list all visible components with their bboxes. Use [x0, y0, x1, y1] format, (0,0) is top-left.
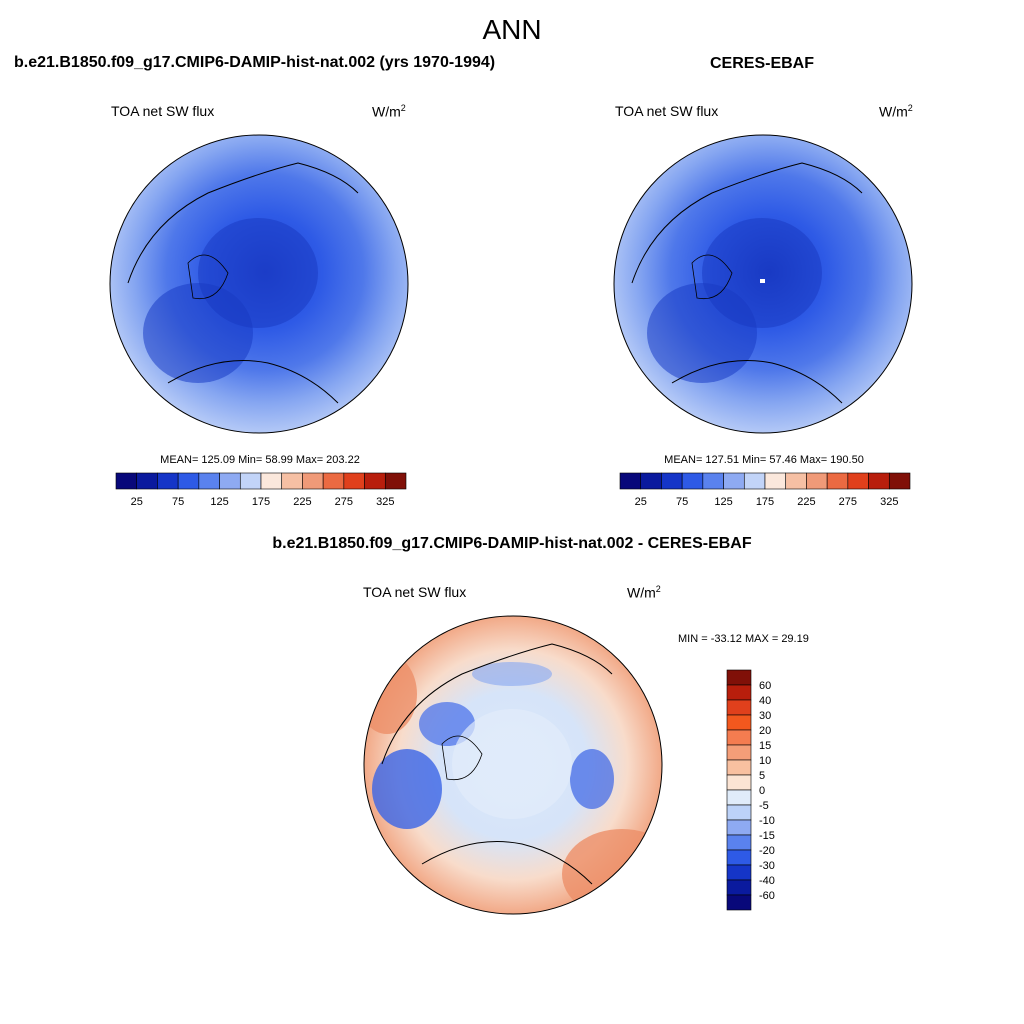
panel-3-colorbar-swatch — [726, 864, 752, 881]
panel-2-colorbar-swatch — [743, 472, 766, 490]
panel-1-colorbar-swatch — [343, 472, 365, 490]
panel-3-colorbar: 60 40 30 20 15 10 5 0 -5 -10 -15 -20 -30 -40 -60 — [726, 669, 775, 911]
panel-1-map — [109, 134, 409, 434]
panel-3-stats: MIN = -33.12 MAX = 29.19 — [678, 633, 809, 645]
panel-2-colorbar-swatch — [702, 472, 724, 490]
panel-3-colorbar-swatch — [726, 699, 752, 716]
panel-2-colorbar-swatch — [868, 472, 890, 490]
panel-3-colorbar-tick-label: 60 — [759, 680, 771, 692]
panel-3-field-label: TOA net SW flux — [363, 584, 467, 600]
panel-1-colorbar-swatch — [302, 472, 324, 490]
panel-3-colorbar-tick-label: -60 — [759, 890, 775, 902]
panel-2-colorbar-swatch — [826, 472, 849, 490]
panel-2-colorbar-tick-label: 125 — [714, 496, 732, 508]
panel-3-colorbar-swatch — [726, 819, 752, 836]
panel-1-colorbar-swatch — [260, 472, 283, 490]
panel-2-colorbar-swatch — [661, 472, 683, 490]
panel-2-stats: MEAN= 127.51 Min= 57.46 Max= 190.50 — [664, 454, 864, 466]
panel-2-colorbar-tick-label: 225 — [797, 496, 815, 508]
panel-2-field-label: TOA net SW flux — [615, 103, 719, 119]
panel-1-colorbar-tick-label: 125 — [210, 496, 228, 508]
panel-1-colorbar-swatch — [219, 472, 241, 490]
panel-1-colorbar-swatch — [364, 472, 386, 490]
panel-3-colorbar-tick-label: 5 — [759, 770, 765, 782]
panel-3-map — [363, 615, 663, 915]
panel-1-colorbar-swatch — [136, 472, 158, 490]
panel-3-colorbar-swatch — [726, 684, 752, 701]
panel-3-colorbar-tick-label: -30 — [759, 860, 775, 872]
panel-3-colorbar-swatch — [726, 669, 752, 686]
panel-1-colorbar-swatch — [239, 472, 262, 490]
panel-1-title: b.e21.B1850.f09_g17.CMIP6-DAMIP-hist-nat… — [14, 54, 496, 71]
panel-3-colorbar-tick-label: -10 — [759, 815, 775, 827]
panel-1-colorbar-swatch — [384, 472, 407, 490]
panel-2-colorbar-swatch — [764, 472, 787, 490]
panel-1-colorbar-tick-label: 175 — [252, 496, 270, 508]
panel-1-colorbar-swatch — [115, 472, 138, 490]
panel-3-colorbar-tick-label: 30 — [759, 710, 771, 722]
panel-1-colorbar-swatch — [198, 472, 220, 490]
panel-3-colorbar-swatch — [726, 894, 752, 911]
panel-1-colorbar-swatch — [281, 472, 303, 490]
panel-1-colorbar-tick-label: 75 — [172, 496, 184, 508]
panel-3-colorbar-tick-label: 40 — [759, 695, 771, 707]
panel-1-colorbar-tick-label: 25 — [131, 496, 143, 508]
panel-3-colorbar-tick-label: -15 — [759, 830, 775, 842]
panel-1-colorbar-tick-label: 325 — [376, 496, 394, 508]
panel-1-field-label: TOA net SW flux — [111, 103, 215, 119]
panel-1-colorbar-swatch — [177, 472, 200, 490]
panel-2-colorbar-swatch — [888, 472, 911, 490]
panel-1-colorbar-tick-label: 225 — [293, 496, 311, 508]
panel-2-colorbar: 2575125175225275325375 — [619, 472, 911, 508]
panel-1-units: W/m2 — [372, 103, 406, 120]
panel-1-colorbar-tick-label: 275 — [335, 496, 353, 508]
panel-3-colorbar-swatch — [726, 804, 752, 821]
panel-1-colorbar-swatch — [157, 472, 179, 490]
panel-2-colorbar-tick-label: 75 — [676, 496, 688, 508]
panel-3-colorbar-tick-label: 15 — [759, 740, 771, 752]
panel-2-colorbar-tick-label: 175 — [756, 496, 774, 508]
panel-3-colorbar-swatch — [726, 849, 752, 866]
panel-3-colorbar-swatch — [726, 879, 752, 896]
panel-3-colorbar-swatch — [726, 789, 752, 806]
panel-3-colorbar-swatch — [726, 834, 752, 851]
panel-2-colorbar-swatch — [640, 472, 662, 490]
panel-3-colorbar-tick-label: -40 — [759, 875, 775, 887]
panel-2-colorbar-tick-label: 325 — [880, 496, 898, 508]
panel-2-map — [613, 134, 913, 434]
panel-2-colorbar-tick-label: 275 — [839, 496, 857, 508]
figure-title: ANN — [482, 14, 542, 45]
panel-1-stats: MEAN= 125.09 Min= 58.99 Max= 203.22 — [160, 454, 360, 466]
panel-2-colorbar-swatch — [723, 472, 745, 490]
panel-3-colorbar-swatch — [726, 774, 752, 791]
panel-3-units: W/m2 — [627, 584, 661, 601]
panel-2-colorbar-swatch — [619, 472, 642, 490]
panel-1-colorbar-swatch — [322, 472, 345, 490]
panel-3-colorbar-swatch — [726, 744, 752, 761]
panel-3-colorbar-tick-label: 0 — [759, 785, 765, 797]
panel-1-colorbar: 2575125175225275325375 — [115, 472, 407, 508]
panel-2-colorbar-swatch — [681, 472, 704, 490]
panel-3-title: b.e21.B1850.f09_g17.CMIP6-DAMIP-hist-nat… — [272, 535, 752, 552]
panel-3-colorbar-swatch — [726, 729, 752, 746]
panel-2-colorbar-swatch — [847, 472, 869, 490]
panel-3-colorbar-tick-label: -20 — [759, 845, 775, 857]
panel-2-colorbar-swatch — [806, 472, 828, 490]
panel-3-colorbar-tick-label: 10 — [759, 755, 771, 767]
panel-2-units: W/m2 — [879, 103, 913, 120]
panel-3-colorbar-swatch — [726, 714, 752, 731]
panel-3-colorbar-swatch — [726, 759, 752, 776]
panel-3-colorbar-tick-label: 20 — [759, 725, 771, 737]
panel-2-colorbar-tick-label: 25 — [635, 496, 647, 508]
panel-3-colorbar-tick-label: -5 — [759, 800, 769, 812]
panel-2-title: CERES-EBAF — [710, 55, 815, 72]
panel-2-colorbar-swatch — [785, 472, 807, 490]
